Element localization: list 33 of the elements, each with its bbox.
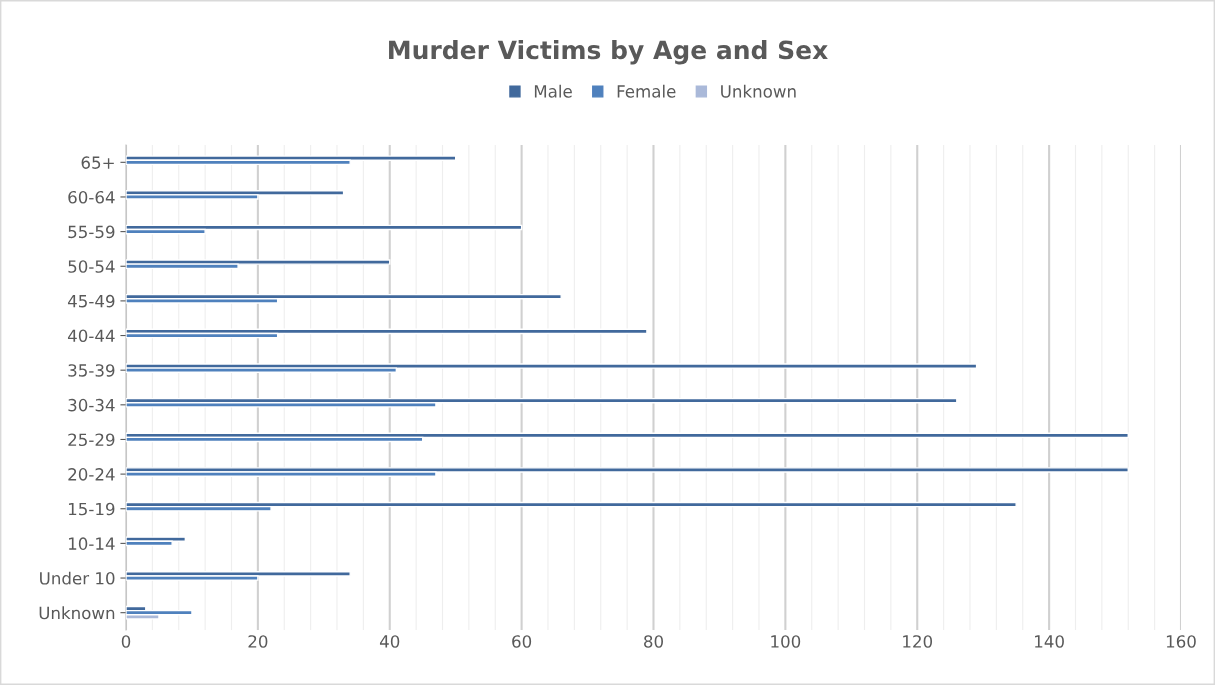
y-tick-label: 40-44 [67, 329, 115, 343]
bar [126, 536, 187, 543]
x-tick-label: 160 [1166, 635, 1196, 648]
bar [126, 363, 978, 369]
x-tick-label: 60 [512, 635, 532, 648]
x-tick-label: 20 [248, 635, 268, 648]
y-tick-label: 35-39 [68, 364, 115, 377]
y-tick-label: 30-34 [68, 398, 115, 412]
legend-label: Unknown [721, 84, 796, 98]
y-tick-label: 20-24 [68, 468, 115, 481]
y-tick-label: 65+ [81, 156, 114, 169]
x-tick-label: 140 [1035, 635, 1064, 648]
y-tick-label: 15-19 [68, 502, 115, 516]
y-tick-label: 50-54 [68, 260, 115, 273]
bar [126, 293, 562, 300]
y-tick-label: 45-49 [67, 294, 115, 308]
y-tick-label: 25-29 [68, 433, 115, 447]
bar [126, 467, 1129, 473]
y-tick-label: 60-64 [68, 190, 115, 204]
legend-label: Female [617, 84, 676, 98]
legend-label: Male [534, 84, 572, 98]
y-tick-label: Under 10 [40, 571, 115, 585]
x-tick-label: 120 [903, 635, 933, 648]
x-tick-label: 0 [121, 635, 131, 648]
y-tick-label: 10-14 [68, 537, 115, 550]
bar [126, 259, 391, 265]
y-tick-label: Unknown [39, 606, 115, 620]
x-tick-label: 80 [644, 635, 663, 648]
x-tick-label: 100 [771, 635, 801, 648]
y-tick-label: 55-59 [68, 225, 115, 239]
chart-title: Murder Victims by Age and Sex [389, 40, 828, 65]
bar [126, 155, 457, 161]
x-tick-label: 40 [379, 635, 400, 648]
